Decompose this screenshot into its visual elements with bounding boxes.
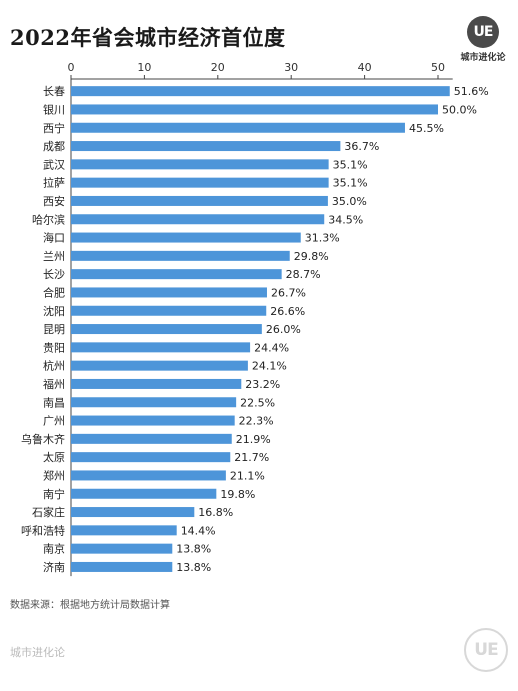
bar xyxy=(71,525,177,536)
category-label: 海口 xyxy=(43,231,65,245)
bar xyxy=(71,287,267,298)
bar xyxy=(71,159,329,170)
data-label: 14.4% xyxy=(181,524,216,537)
data-label: 35.1% xyxy=(333,158,368,171)
bar xyxy=(71,397,237,408)
ue-logo-icon: UE xyxy=(467,16,499,48)
category-label: 西宁 xyxy=(43,121,65,135)
bar xyxy=(71,543,173,554)
category-label: 呼和浩特 xyxy=(21,523,65,537)
category-label: 长沙 xyxy=(43,268,65,281)
bar xyxy=(71,488,217,499)
data-label: 26.0% xyxy=(266,323,301,336)
bar xyxy=(71,214,325,225)
bar xyxy=(71,86,450,97)
data-label: 13.8% xyxy=(176,561,211,574)
x-tick-label: 0 xyxy=(68,61,75,74)
data-label: 31.3% xyxy=(305,232,340,245)
bar xyxy=(71,433,232,444)
bar xyxy=(71,141,341,152)
data-label: 13.8% xyxy=(176,543,211,556)
category-label: 广州 xyxy=(43,415,65,428)
bar xyxy=(71,195,328,206)
bar xyxy=(71,250,290,261)
category-label: 哈尔滨 xyxy=(32,212,65,226)
category-label: 郑州 xyxy=(43,468,65,482)
category-label: 长春 xyxy=(43,85,65,98)
data-label: 19.8% xyxy=(220,488,255,501)
bar xyxy=(71,342,251,353)
brand-logo: UE 城市进化论 xyxy=(455,16,511,63)
category-label: 南昌 xyxy=(43,396,65,409)
bar xyxy=(71,561,173,572)
bar xyxy=(71,360,248,371)
category-label: 南京 xyxy=(43,542,65,556)
data-label: 21.9% xyxy=(236,433,271,446)
category-label: 拉萨 xyxy=(43,176,65,190)
bar xyxy=(71,269,282,280)
data-label: 29.8% xyxy=(294,250,329,263)
data-label: 36.7% xyxy=(344,140,379,153)
category-label: 石家庄 xyxy=(32,505,65,519)
data-label: 51.6% xyxy=(454,85,489,98)
bar xyxy=(71,470,226,481)
data-label: 28.7% xyxy=(286,268,321,281)
category-label: 南宁 xyxy=(43,487,65,501)
data-source-note: 数据来源：根据地方统计局数据计算 xyxy=(10,600,170,611)
bar xyxy=(71,507,195,518)
category-label: 兰州 xyxy=(43,250,65,263)
bar xyxy=(71,122,405,133)
data-label: 24.4% xyxy=(254,341,289,354)
bar xyxy=(71,415,235,426)
data-label: 34.5% xyxy=(328,213,363,226)
category-label: 杭州 xyxy=(43,359,65,373)
category-label: 合肥 xyxy=(43,285,65,299)
bar xyxy=(71,104,438,115)
bar xyxy=(71,177,329,188)
category-label: 贵阳 xyxy=(43,341,65,354)
data-label: 35.1% xyxy=(333,177,368,190)
footer-logo-icon: UE xyxy=(464,628,508,672)
x-tick-label: 20 xyxy=(211,61,225,74)
data-label: 45.5% xyxy=(409,122,444,135)
data-label: 26.6% xyxy=(270,305,305,318)
data-label: 50.0% xyxy=(442,103,477,116)
x-tick-label: 40 xyxy=(358,61,372,74)
category-label: 济南 xyxy=(43,560,65,574)
data-label: 35.0% xyxy=(332,195,367,208)
category-label: 西安 xyxy=(43,194,65,208)
bar xyxy=(71,324,262,335)
data-label: 24.1% xyxy=(252,360,287,373)
x-tick-label: 30 xyxy=(284,61,298,74)
bar xyxy=(71,452,231,463)
chart-title: 2022年省会城市经济首位度 xyxy=(10,25,286,50)
category-label: 成都 xyxy=(43,140,65,153)
category-label: 沈阳 xyxy=(43,304,65,318)
category-label: 昆明 xyxy=(43,323,65,336)
bar xyxy=(71,305,267,316)
data-label: 21.1% xyxy=(230,469,265,482)
data-label: 22.3% xyxy=(239,415,274,428)
category-label: 福州 xyxy=(43,377,65,391)
x-tick-label: 10 xyxy=(137,61,151,74)
bar xyxy=(71,378,242,389)
category-label: 银川 xyxy=(43,102,65,116)
category-label: 武汉 xyxy=(43,158,65,171)
bar-chart: 0 10 20 30 40 50 长春 51.6% 银川 50.0% 西宁 45.5% 成都 36.7% 武… xyxy=(21,61,489,577)
footer-brand: 城市进化论 xyxy=(10,646,65,659)
data-label: 26.7% xyxy=(271,286,306,299)
brand-name: 城市进化论 xyxy=(460,53,506,63)
category-label: 乌鲁木齐 xyxy=(21,432,65,446)
data-label: 22.5% xyxy=(240,396,275,409)
x-tick-label: 50 xyxy=(431,61,445,74)
bar xyxy=(71,232,301,243)
category-label: 太原 xyxy=(43,451,65,464)
data-label: 23.2% xyxy=(245,378,280,391)
data-label: 21.7% xyxy=(234,451,269,464)
data-label: 16.8% xyxy=(198,506,233,519)
